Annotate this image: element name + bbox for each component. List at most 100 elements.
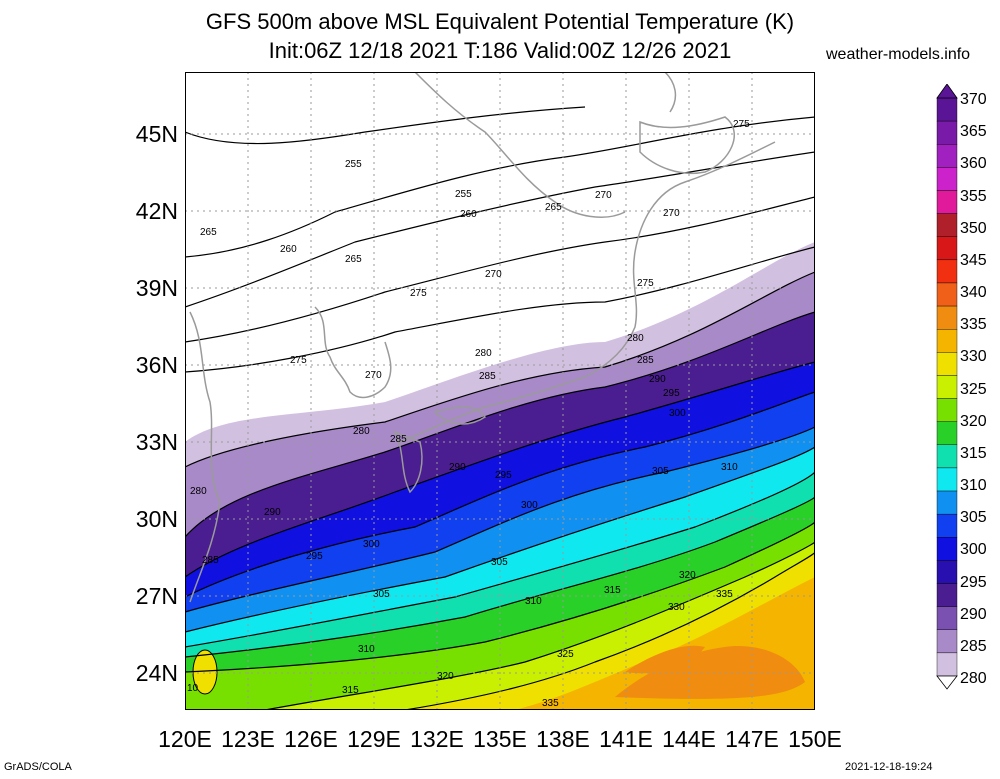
contour-label: 300 xyxy=(521,500,538,511)
colorbar-label: 335 xyxy=(960,316,987,334)
lat-label: 42N xyxy=(135,198,178,224)
colorbar-label: 315 xyxy=(960,444,987,462)
japan-coast xyxy=(399,141,776,443)
colorbar-box xyxy=(936,606,958,630)
contour-label: 325 xyxy=(557,649,574,660)
map-title: GFS 500m above MSL Equivalent Potential … xyxy=(205,9,795,34)
lat-label: 45N xyxy=(135,121,178,147)
contour-label: 310 xyxy=(721,462,738,473)
colorbar-label: 300 xyxy=(960,541,987,559)
colorbar-box xyxy=(936,236,958,261)
colorbar-label: 360 xyxy=(960,155,987,173)
lon-label: 135E xyxy=(473,726,527,752)
colorbar-box xyxy=(936,421,958,445)
colorbar-label: 285 xyxy=(960,637,987,655)
colorbar-box xyxy=(936,282,958,307)
colorbar-box xyxy=(936,467,958,492)
contour-label: 285 xyxy=(390,434,407,445)
contour-label: 310 xyxy=(525,596,542,607)
lon-label: 144E xyxy=(662,726,716,752)
shikoku-coast xyxy=(433,406,487,425)
contour-label: 335 xyxy=(542,698,559,709)
contour-label: 270 xyxy=(663,208,680,219)
lat-label: 27N xyxy=(135,583,178,609)
contour-label: 285 xyxy=(637,355,654,366)
colorbar-box xyxy=(936,583,958,607)
lon-label: 132E xyxy=(410,726,464,752)
contour-label: 305 xyxy=(652,466,669,477)
colorbar-box xyxy=(936,259,958,284)
colorbar-box xyxy=(936,167,958,191)
contour-label: 280 xyxy=(353,426,370,437)
colorbar-label: 305 xyxy=(960,509,987,527)
colorbar-box xyxy=(936,513,958,538)
contour-label: 290 xyxy=(649,374,666,385)
colorbar-label: 280 xyxy=(960,670,987,687)
colorbar-label: 330 xyxy=(960,348,987,366)
colorbar-box xyxy=(936,629,958,654)
contour-label: 275 xyxy=(290,355,307,366)
contour-label: 265 xyxy=(200,227,217,238)
lat-label: 24N xyxy=(135,660,178,686)
lon-label: 129E xyxy=(347,726,401,752)
kyushu-coast xyxy=(393,430,423,494)
contour-label: 290 xyxy=(264,507,281,518)
contour-label: 320 xyxy=(437,671,454,682)
contour-label: 275 xyxy=(733,119,750,130)
contour-label: 290 xyxy=(449,462,466,473)
colorbar xyxy=(936,84,958,690)
hokkaido-coast xyxy=(639,116,735,174)
china-coast xyxy=(189,311,221,603)
contour-label: 280 xyxy=(475,348,492,359)
contour-label: 305 xyxy=(373,589,390,600)
lat-label: 36N xyxy=(135,352,178,378)
lon-label: 150E xyxy=(788,726,842,752)
contour-label: 275 xyxy=(637,278,654,289)
colorbar-box xyxy=(936,560,958,584)
korea-coast xyxy=(314,306,392,399)
colorbar-box xyxy=(936,444,958,469)
contour-label: 270 xyxy=(485,269,502,280)
colorbar-box xyxy=(936,398,958,422)
colorbar-label: 320 xyxy=(960,412,987,430)
contour-label: 275 xyxy=(410,288,427,299)
contour-label: 300 xyxy=(669,408,686,419)
contour-label: 10 xyxy=(187,683,199,694)
russia-coast xyxy=(414,72,626,218)
contour-label: 315 xyxy=(342,685,359,696)
colorbar-box xyxy=(936,652,958,677)
colorbar-box xyxy=(936,144,958,168)
colorbar-label: 310 xyxy=(960,477,987,494)
contour-label: 310 xyxy=(358,644,375,655)
colorbar-label: 290 xyxy=(960,605,987,623)
colorbar-label: 365 xyxy=(960,123,987,141)
contour-label: 285 xyxy=(202,555,219,566)
colorbar-box xyxy=(936,537,958,561)
colorbar-bottom-arrow xyxy=(936,675,958,690)
contour-label: 265 xyxy=(345,254,362,265)
contour-label: 285 xyxy=(479,371,496,382)
colorbar-box xyxy=(936,190,958,214)
contour-label: 305 xyxy=(491,557,508,568)
lat-label: 33N xyxy=(135,429,178,455)
map-panel: 255 255 260 260 265 265 265 270 270 270 … xyxy=(185,72,815,710)
colorbar-box xyxy=(936,490,958,515)
contour-label: 255 xyxy=(345,159,362,170)
colorbar-box xyxy=(936,375,958,399)
colorbar-label: 350 xyxy=(960,219,987,237)
site-name: weather-models.info xyxy=(826,46,971,63)
contour-label: 255 xyxy=(455,189,472,200)
colorbar-label: 345 xyxy=(960,251,987,269)
footer-software: GrADS/COLA xyxy=(4,761,72,773)
contour-label: 260 xyxy=(460,209,477,220)
contour-label: 260 xyxy=(280,244,297,255)
lon-label: 138E xyxy=(536,726,590,752)
contour-label: 270 xyxy=(595,190,612,201)
sakhalin-coast xyxy=(664,72,677,113)
lon-label: 126E xyxy=(284,726,338,752)
contour-label: 320 xyxy=(679,570,696,581)
contour-label: 270 xyxy=(365,370,382,381)
lon-label: 120E xyxy=(158,726,212,752)
band-345b xyxy=(625,645,705,674)
colorbar-box xyxy=(936,352,958,376)
